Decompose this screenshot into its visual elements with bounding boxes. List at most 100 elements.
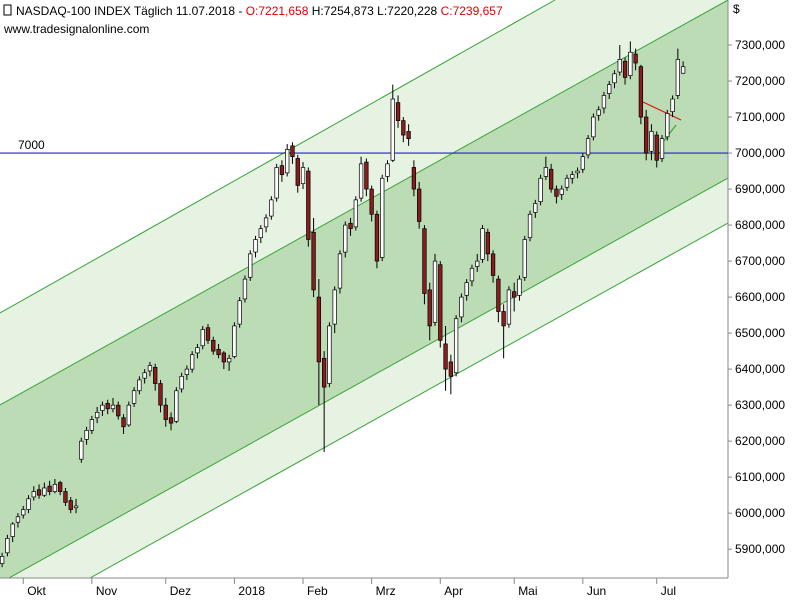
candle-body xyxy=(68,500,73,510)
candle-body xyxy=(343,224,348,253)
candle-body xyxy=(316,296,322,363)
candle-body xyxy=(533,203,538,213)
candle-body xyxy=(174,390,179,422)
y-tick-label: 6400,000 xyxy=(735,362,785,376)
candle-body xyxy=(607,84,612,94)
candle-body xyxy=(364,161,369,190)
candle-body xyxy=(575,170,580,174)
candle-body xyxy=(512,291,517,298)
x-tick-label: Jul xyxy=(661,584,676,598)
candle-body xyxy=(226,357,232,363)
candle-body xyxy=(385,163,390,177)
candle-body xyxy=(374,213,380,262)
candle-body xyxy=(306,170,311,240)
y-tick-label: 7300,000 xyxy=(735,38,785,52)
candle-body xyxy=(353,199,358,228)
candle-body xyxy=(131,390,137,404)
candle-body xyxy=(94,411,100,419)
candle-body xyxy=(406,131,411,139)
candle-body xyxy=(564,177,570,188)
candle-body xyxy=(369,188,374,215)
y-tick-label: 6500,000 xyxy=(735,326,785,340)
candle-body xyxy=(142,372,147,379)
candle-body xyxy=(670,98,675,112)
candle-body xyxy=(190,354,195,370)
x-tick-label: Jun xyxy=(587,584,606,598)
y-tick-label: 6900,000 xyxy=(735,182,785,196)
candle-body xyxy=(453,318,459,374)
candle-body xyxy=(628,51,633,76)
candle-body xyxy=(63,491,68,503)
candle-body xyxy=(448,361,453,377)
candle-body xyxy=(21,509,26,516)
ohlc-label: C:7239,657 xyxy=(441,4,503,18)
candle-body xyxy=(591,116,596,138)
candle-body xyxy=(200,329,205,347)
candle-body xyxy=(58,482,63,492)
candle-body xyxy=(79,440,84,460)
candle-body xyxy=(517,278,522,296)
candle-body xyxy=(649,131,654,152)
candle-body xyxy=(274,167,279,199)
candle-body xyxy=(680,66,686,74)
x-tick-label: Dez xyxy=(170,584,191,598)
candle-body xyxy=(285,149,290,174)
channel-line xyxy=(0,0,728,406)
candle-body xyxy=(269,199,274,217)
candle-body xyxy=(147,365,153,372)
candle-body xyxy=(622,60,628,78)
candle-body xyxy=(211,339,216,352)
candle-body xyxy=(31,491,36,498)
candle-body xyxy=(596,109,601,116)
y-tick-label: 7200,000 xyxy=(735,74,785,88)
candle-body xyxy=(675,59,680,96)
candle-body xyxy=(153,366,158,384)
currency: $ xyxy=(733,2,740,16)
candle-body xyxy=(300,167,306,185)
marks: 5900,000 6000,000 6100,000 6200,000 6300,000… xyxy=(0,38,785,598)
candle-body xyxy=(348,222,353,230)
candle-body xyxy=(554,188,559,197)
candle-body xyxy=(290,145,295,158)
candle-body xyxy=(665,113,670,138)
candle-body xyxy=(295,158,300,186)
x-tick-label: Apr xyxy=(444,584,463,598)
candle-body xyxy=(469,267,475,282)
candle-body xyxy=(26,498,31,510)
candle-body xyxy=(73,505,79,509)
candle-body xyxy=(332,289,337,325)
y-tick-label: 6200,000 xyxy=(735,434,785,448)
y-tick-label: 7100,000 xyxy=(735,110,785,124)
candle-body xyxy=(601,95,607,109)
candle-body xyxy=(52,484,58,492)
candle-body xyxy=(10,523,15,537)
candle-body xyxy=(42,487,47,496)
candle-body xyxy=(84,429,89,440)
channel-line xyxy=(89,222,728,578)
candle-body xyxy=(237,300,242,325)
x-tick-label: Okt xyxy=(27,584,46,598)
candle-body xyxy=(121,417,126,428)
candle-body xyxy=(253,239,258,253)
candle-body xyxy=(490,253,496,276)
candle-body xyxy=(110,404,116,410)
channel-line xyxy=(0,0,556,314)
candle-body xyxy=(538,177,543,203)
y-tick-label: 6600,000 xyxy=(735,290,785,304)
candle-body xyxy=(105,402,110,410)
candle-body xyxy=(15,516,21,523)
candle-body xyxy=(5,538,10,554)
candle-body xyxy=(659,138,665,159)
source: www.tradesignalonline.com xyxy=(3,22,149,36)
candle-body xyxy=(263,217,269,228)
reference-label: 7000 xyxy=(18,138,45,152)
ohlc-label: L:7220,228 xyxy=(377,4,437,18)
candle-body xyxy=(137,379,142,392)
y-tick-label: 6300,000 xyxy=(735,398,785,412)
candle-body xyxy=(100,404,105,411)
candle-body xyxy=(475,260,480,267)
x-tick-label: 2018 xyxy=(238,584,265,598)
trend-line xyxy=(642,101,682,121)
ohlc-label: O:7221,658 xyxy=(246,4,309,18)
